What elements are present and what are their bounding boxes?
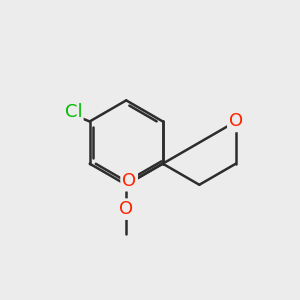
Text: O: O bbox=[122, 172, 136, 190]
Text: Cl: Cl bbox=[65, 103, 83, 121]
Text: O: O bbox=[229, 112, 243, 130]
Text: O: O bbox=[119, 200, 133, 218]
